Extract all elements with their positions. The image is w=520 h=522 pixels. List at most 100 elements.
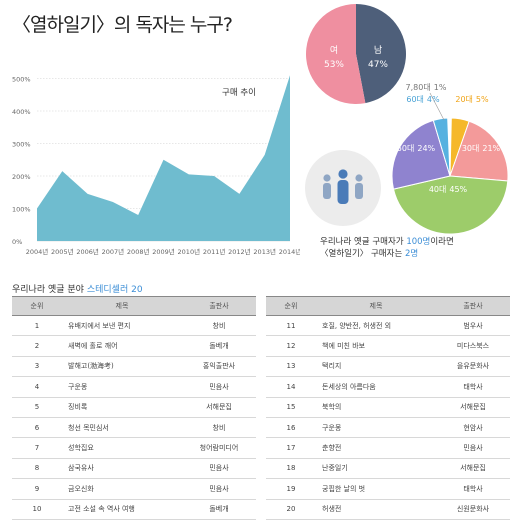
slice-name: 40대	[429, 185, 447, 194]
caption-text: 이라면	[430, 237, 454, 247]
x-tick-label: 2005년	[51, 247, 74, 256]
cell-publisher: 창비	[182, 315, 256, 337]
cell-rank: 4	[12, 376, 62, 398]
slice-label: 40대 45%	[429, 185, 468, 194]
cell-title: 허생전	[316, 499, 436, 520]
x-tick-label: 2006년	[76, 247, 99, 256]
buyer-caption: 우리나라 옛글 구매자가 100명이라면 〈열하일기〉 구매자는 2명	[320, 236, 454, 260]
cell-title: 궁핍한 날의 벗	[316, 478, 436, 500]
slice-name: 30대	[462, 144, 480, 153]
leader-line	[429, 92, 445, 121]
slice-label: 50대 24%	[397, 144, 436, 153]
table-row: 9 금오신화 민음사	[12, 478, 256, 500]
cell-title: 고전 소설 속 역사 여행	[62, 499, 182, 520]
slice-value: 1%	[434, 83, 447, 92]
cell-rank: 6	[12, 417, 62, 439]
slice-name: 7,80대	[406, 83, 431, 92]
cell-publisher: 을유문화사	[436, 356, 510, 378]
cell-title: 돈세상의 아름다움	[316, 376, 436, 398]
slice-value-label: 47%	[368, 60, 388, 70]
slice-value: 24%	[417, 144, 435, 153]
cell-title: 청선 목민심서	[62, 417, 182, 439]
cell-title: 책에 미친 바보	[316, 335, 436, 357]
table-row: 15 북학의 서해문집	[266, 397, 510, 418]
caption-highlight: 100명	[406, 237, 431, 247]
slice-value: 45%	[449, 185, 467, 194]
cell-title: 새벽에 홀로 깨어	[62, 335, 182, 357]
cell-rank: 2	[12, 335, 62, 357]
table-row: 14 돈세상의 아름다움 태학사	[266, 376, 510, 398]
cell-publisher: 민음사	[182, 458, 256, 480]
steady-seller-table-right: 순위 제목 출판사 11 호질, 양반전, 허생전 외 범우사 12 책에 미친 바보 미…	[266, 296, 510, 520]
x-tick-label: 2007년	[102, 247, 125, 256]
slice-label: 20대 5%	[455, 95, 489, 104]
cell-title: 삼국유사	[62, 458, 182, 480]
cell-publisher: 태학사	[436, 376, 510, 398]
cell-title: 구운몽	[62, 376, 182, 398]
slice-name: 20대	[455, 95, 473, 104]
cell-title: 금오신화	[62, 478, 182, 500]
cell-rank: 10	[12, 499, 62, 520]
x-tick-label: 2011년	[203, 247, 226, 256]
y-tick-label: 0%	[12, 238, 22, 246]
x-tick-label: 2008년	[127, 247, 150, 256]
slice-label: 30대 21%	[462, 144, 501, 153]
y-tick-label: 100%	[12, 206, 31, 214]
table-row: 10 고전 소설 속 역사 여행 돌베개	[12, 499, 256, 520]
pie-slice	[392, 175, 509, 235]
slice-name: 50대	[397, 144, 415, 153]
x-axis-labels: 2004년 2005년 2006년 2007년 2008년 2009년 2010년 2011년…	[26, 247, 300, 256]
cell-publisher: 청어람미디어	[182, 437, 256, 459]
cell-title: 춘향전	[316, 437, 436, 459]
table-row: 5 징비록 서해문집	[12, 397, 256, 418]
pie-slice	[432, 117, 451, 177]
area-series	[37, 75, 290, 241]
cell-rank: 16	[266, 417, 316, 439]
cell-publisher: 민음사	[182, 376, 256, 398]
cell-publisher: 돌베개	[182, 499, 256, 520]
cell-title: 북학의	[316, 397, 436, 418]
slice-label: 남	[374, 45, 382, 56]
table-row: 18 난중일기 서해문집	[266, 458, 510, 480]
chart-annotation: 구매 추이	[222, 87, 256, 98]
slice-label: 7,80대 1%	[406, 83, 447, 92]
cell-publisher: 민음사	[182, 478, 256, 500]
slice-name: 60대	[406, 95, 424, 104]
y-tick-label: 400%	[12, 108, 31, 116]
slice-value: 21%	[482, 144, 500, 153]
y-tick-label: 500%	[12, 76, 31, 84]
cell-rank: 17	[266, 437, 316, 459]
people-icon-circle	[305, 150, 381, 226]
cell-publisher: 현암사	[436, 417, 510, 439]
cell-rank: 1	[12, 315, 62, 337]
cell-title: 호질, 양반전, 허생전 외	[316, 315, 436, 337]
table-row: 17 춘향전 민음사	[266, 437, 510, 459]
table-row: 4 구운몽 민음사	[12, 376, 256, 398]
cell-rank: 18	[266, 458, 316, 480]
x-tick-label: 2014년	[279, 247, 300, 256]
cell-publisher: 태학사	[436, 478, 510, 500]
cell-rank: 20	[266, 499, 316, 520]
table-row: 16 구운몽 현암사	[266, 417, 510, 439]
table-row: 12 책에 미친 바보 미다스북스	[266, 335, 510, 357]
chart-area	[36, 75, 291, 241]
people-icon	[323, 169, 363, 204]
pie-slice	[391, 119, 451, 190]
table-row: 20 허생전 신원문화사	[266, 499, 510, 520]
list-title: 우리나라 옛글 분야 스테디셀러 20	[12, 282, 143, 295]
header-rank: 순위	[12, 296, 62, 316]
cell-rank: 14	[266, 376, 316, 398]
caption-text: 우리나라 옛글 구매자가	[320, 237, 407, 247]
header-title: 제목	[62, 296, 182, 316]
cell-title: 난중일기	[316, 458, 436, 480]
header-publisher: 출판사	[182, 296, 256, 316]
purchase-trend-chart: 2004년 2005년 2006년 2007년 2008년 2009년 2010년 2011년…	[12, 75, 300, 256]
slice-value: 5%	[476, 95, 489, 104]
pie-slice	[356, 4, 406, 104]
caption-text: 〈열하일기〉 구매자는	[320, 249, 405, 259]
slice-label: 여	[330, 44, 338, 56]
table-row: 7 성학집요 청어람미디어	[12, 437, 256, 459]
header-rank: 순위	[266, 296, 316, 316]
cell-rank: 3	[12, 356, 62, 378]
cell-publisher: 신원문화사	[436, 499, 510, 520]
